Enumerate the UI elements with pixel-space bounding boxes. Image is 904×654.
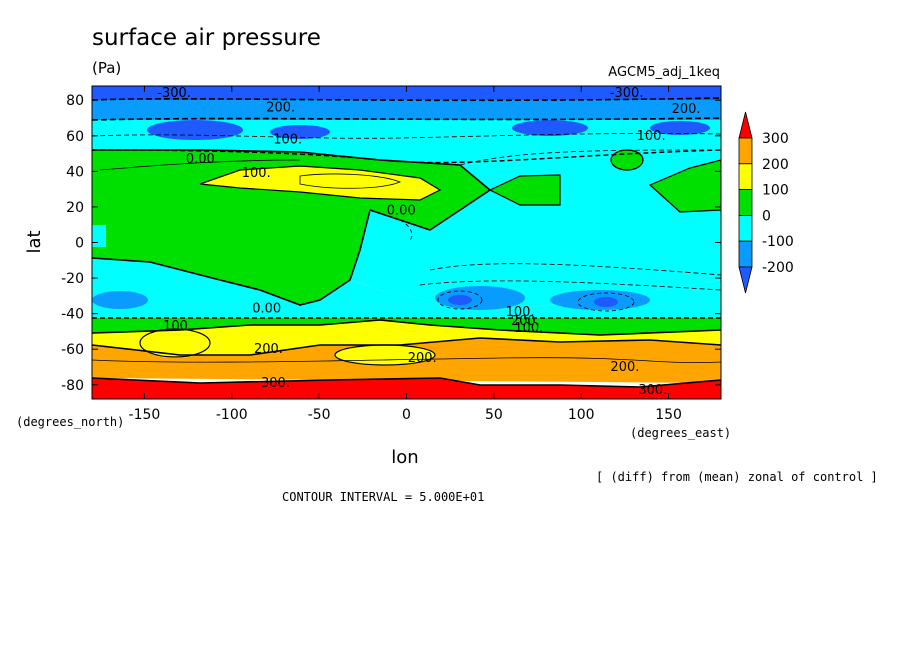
y-tick-label: 40: [66, 164, 84, 180]
x-tick-label: 0: [402, 407, 411, 423]
colorbar-min-arrow: [738, 266, 753, 294]
y-axis-title: lat: [24, 230, 45, 253]
low-patch-4: [650, 121, 710, 135]
x-tick-label: -100: [216, 407, 248, 423]
colorbar-bin: [738, 137, 753, 165]
run-name: AGCM5_adj_1keq: [608, 65, 720, 80]
chart-title: surface air pressure: [92, 25, 321, 51]
x-tick-label: 50: [485, 407, 503, 423]
contour-label: -300.: [610, 86, 644, 101]
contour-label: 100.: [506, 305, 535, 320]
y-tick-label: -80: [61, 378, 84, 394]
contour-label: 200.: [511, 314, 540, 329]
band-minus300: [92, 86, 721, 100]
colorbar-tick-label: 100: [762, 183, 789, 199]
colorbar-bin: [738, 240, 753, 268]
band-minus200: [92, 100, 721, 120]
contour-label: 100.: [163, 319, 192, 334]
colorbar: 300 200 100 0 -100 -200: [738, 111, 794, 294]
diff-footnote: [ (diff) from (mean) zonal of control ]: [596, 470, 878, 484]
cyan-notch-west: [92, 225, 106, 247]
x-axis-title: lon: [391, 447, 418, 468]
colorbar-tick-label: 200: [762, 157, 789, 173]
colorbar-max-arrow: [738, 111, 753, 139]
green-patch-asia: [611, 150, 643, 170]
contour-label: 0.00: [252, 301, 281, 316]
low-patch-2: [270, 125, 330, 139]
contour-label: 200.: [672, 102, 701, 117]
contour-label: 100.: [273, 132, 302, 147]
colorbar-tick-label: -100: [762, 234, 794, 250]
y-tick-label: 60: [66, 129, 84, 145]
colorbar-bin: [738, 189, 753, 216]
contour-label: 100.: [514, 321, 543, 336]
colorbar-tick-label: 0: [762, 208, 771, 224]
yellow-patch-north: [200, 166, 440, 200]
units-label: (Pa): [92, 59, 121, 77]
x-tick-label: -50: [308, 407, 331, 423]
contour-label: 100.: [242, 166, 271, 181]
low-core-1: [448, 295, 472, 305]
y-tick-label: -60: [61, 342, 84, 358]
y-tick-label: 0: [75, 236, 84, 252]
colorbar-tick-label: -200: [762, 260, 794, 276]
band-100-south: [92, 320, 721, 355]
band-300-south: [92, 378, 721, 399]
green-patch-atlantic: [490, 175, 560, 205]
contour-label: 200.: [254, 342, 283, 357]
colorbar-bin: [738, 163, 753, 191]
x-tick-label: 150: [655, 407, 682, 423]
green-patch-pacific: [650, 160, 721, 212]
contour-label: 200.: [408, 351, 437, 366]
colorbar-bin: [738, 214, 753, 242]
x-tick-label: 100: [568, 407, 595, 423]
contour-label: 300.: [638, 383, 667, 398]
y-tick-label: -40: [61, 307, 84, 323]
contour-lines: [92, 97, 721, 388]
contour-interval-label: CONTOUR INTERVAL = 5.000E+01: [282, 490, 484, 504]
x-tick-label: -150: [129, 407, 161, 423]
y-tick-label: 20: [66, 200, 84, 216]
y-axis-units: (degrees_north): [16, 415, 124, 429]
low-core-2: [594, 297, 618, 307]
filled-contour-field: -300.200.-300.200.100. 100.0.00100.0.000.…: [92, 86, 721, 399]
contour-labels: -300.200.-300.200.100. 100.0.00100.0.000.…: [157, 86, 701, 398]
low-patch-3: [512, 120, 588, 136]
x-axis-units: (degrees_east): [630, 426, 731, 440]
band-0-south: [92, 318, 721, 335]
contour-label: 300.: [261, 376, 290, 391]
contour-label: -300.: [157, 86, 191, 101]
band-minus100-south: [92, 258, 721, 318]
y-tick-label: 80: [66, 93, 84, 109]
y-axis-ticks: 80 60 40 20 0 -20 -40 -60 -80: [61, 93, 721, 394]
contour-label: 100.: [637, 129, 666, 144]
low-patch-1: [147, 120, 243, 140]
low-patch-7: [92, 291, 148, 309]
contour-label: 0.00: [387, 203, 416, 218]
y-tick-label: -20: [61, 271, 84, 287]
contour-label: 200.: [610, 360, 639, 375]
colorbar-tick-label: 300: [762, 131, 789, 147]
x-axis-ticks: -150 -100 -50 0 50 100 150: [129, 86, 682, 423]
contour-label: 200.: [266, 100, 295, 115]
contour-label: 0.00: [186, 152, 215, 167]
band-minus100-central: [350, 150, 721, 310]
